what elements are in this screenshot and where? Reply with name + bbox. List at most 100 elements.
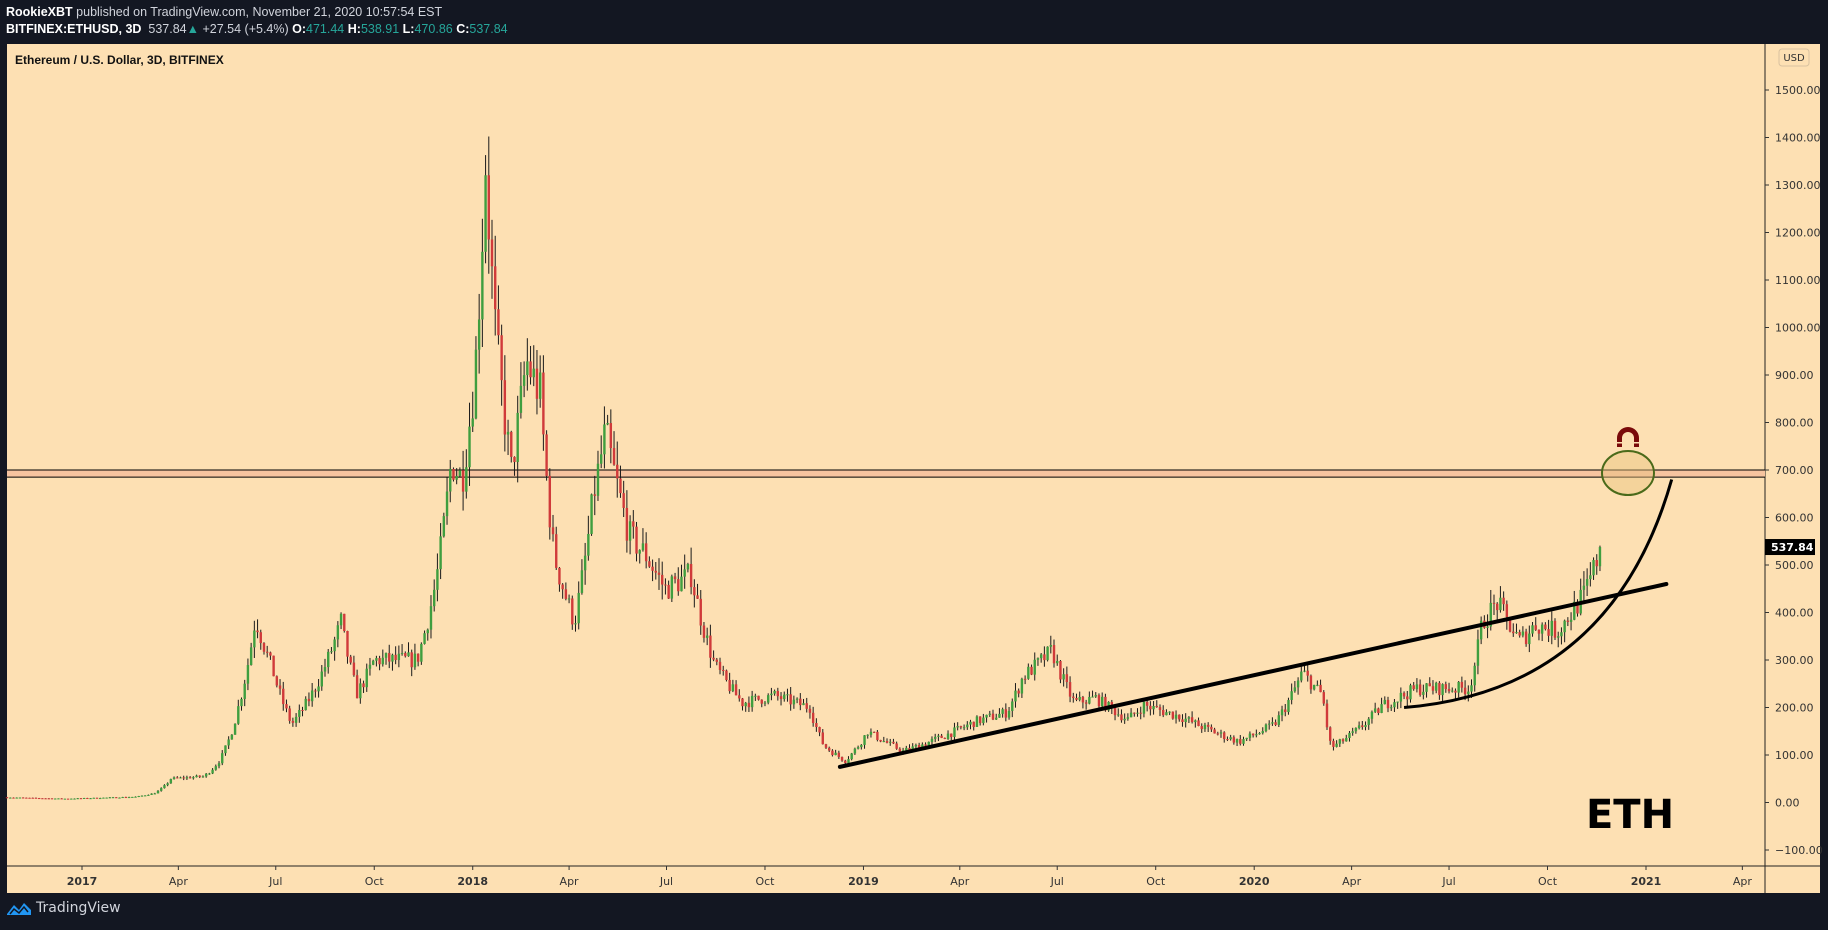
time-axis[interactable]: 2017 Apr Jul Oct 2018 Apr Jul Oct 2019 Apr Jul Oct 2… <box>67 866 1753 888</box>
candle-down <box>47 798 51 800</box>
candle-up <box>1467 691 1470 695</box>
candle-up <box>237 706 240 724</box>
resistance-zone[interactable] <box>7 469 1765 478</box>
candle-up <box>1367 718 1370 725</box>
candle-down <box>776 690 780 697</box>
candle-down <box>664 584 667 586</box>
trend-line[interactable] <box>837 582 1669 769</box>
candle-up <box>375 658 378 661</box>
time-tick-label: Apr <box>1342 875 1362 888</box>
candle-up <box>1100 696 1104 707</box>
candle-down <box>182 777 185 779</box>
candle-down <box>1043 654 1046 661</box>
candle-down <box>34 797 38 799</box>
candle-down <box>12 797 15 799</box>
candle-up <box>147 794 150 796</box>
candle-up <box>1457 681 1460 693</box>
candle-up <box>628 521 632 541</box>
candle-up <box>1303 670 1306 672</box>
candle-down <box>44 798 47 800</box>
candle-up <box>1277 715 1281 725</box>
candle-down <box>176 777 179 779</box>
candle-down <box>288 708 291 721</box>
candle-up <box>975 716 979 727</box>
candle-up <box>1062 674 1065 680</box>
candle-up <box>680 576 683 592</box>
candle-up <box>156 790 160 794</box>
candle-up <box>927 741 930 746</box>
parabolic-curve[interactable] <box>1403 479 1674 709</box>
candle-down <box>1081 696 1085 703</box>
candle-down <box>1065 674 1069 683</box>
candle-up <box>538 372 542 399</box>
candle-up <box>1300 671 1303 681</box>
candle-up <box>1585 579 1589 586</box>
candle-up <box>1001 709 1004 714</box>
candle-up <box>705 635 709 638</box>
candle-up <box>1479 620 1483 640</box>
candle-up <box>1049 645 1053 647</box>
candle-up <box>143 795 147 797</box>
candle-up <box>1364 724 1367 728</box>
author-name[interactable]: RookieXBT <box>6 5 73 19</box>
candle-up <box>413 653 417 668</box>
tradingview-brand[interactable]: TradingView <box>36 900 121 916</box>
candle-up <box>294 716 298 723</box>
candle-up <box>371 660 375 665</box>
candle-down <box>1075 697 1078 700</box>
candle-up <box>1312 684 1316 690</box>
time-tick-label: Jul <box>659 875 673 888</box>
candle-up <box>111 797 115 799</box>
candle-up <box>516 412 519 463</box>
candle-down <box>872 731 876 733</box>
candle-down <box>31 797 34 799</box>
candle-down <box>558 567 561 585</box>
candle-down <box>79 798 83 800</box>
candle-down <box>1239 739 1242 744</box>
time-tick-label: Apr <box>1733 875 1753 888</box>
candle-down <box>1306 670 1309 676</box>
currency-badge[interactable] <box>1778 48 1810 67</box>
candle-up <box>1521 631 1525 636</box>
candle-down <box>1566 620 1570 622</box>
open-value: 471.44 <box>306 22 345 36</box>
candle-down <box>256 630 259 633</box>
candle-up <box>532 368 535 378</box>
candle-down <box>677 579 680 592</box>
candle-up <box>773 690 776 694</box>
candle-up <box>683 569 686 577</box>
candle-up <box>1235 739 1239 743</box>
candle-up <box>911 746 914 751</box>
candle-down <box>1284 709 1287 713</box>
candle-down <box>657 572 661 575</box>
candle-up <box>15 797 18 799</box>
candle-up <box>1540 624 1544 634</box>
candle-up <box>853 748 857 754</box>
candle-up <box>204 773 208 777</box>
candle-up <box>1396 701 1399 703</box>
candle-up <box>365 668 368 688</box>
candle-up <box>1117 714 1120 716</box>
candle-up <box>1187 717 1191 719</box>
price-chart[interactable]: Ethereum / U.S. Dollar, 3D, BITFINEX USD… <box>0 0 1828 900</box>
candle-down <box>892 741 895 744</box>
candle-up <box>298 709 301 717</box>
candle-down <box>1223 732 1226 740</box>
candle-down <box>1206 724 1210 727</box>
candle-up <box>317 686 320 692</box>
candle-down <box>593 494 596 496</box>
candle-down <box>821 732 824 745</box>
price-axis[interactable]: 1500.00 1400.00 1300.00 1200.00 1100.00 1000.… <box>1765 84 1823 857</box>
drawings[interactable] <box>837 427 1674 769</box>
candle-down <box>291 720 295 723</box>
high-label: H: <box>347 22 361 36</box>
candle-down <box>718 661 722 670</box>
candle-up <box>1129 712 1133 718</box>
target-circle[interactable] <box>1601 450 1655 496</box>
price-tick-label: 800.00 <box>1775 417 1814 430</box>
candle-up <box>1515 632 1518 634</box>
candle-down <box>712 657 715 660</box>
candle-up <box>905 747 908 751</box>
candle-down <box>1017 690 1020 694</box>
candle-down <box>908 747 911 751</box>
